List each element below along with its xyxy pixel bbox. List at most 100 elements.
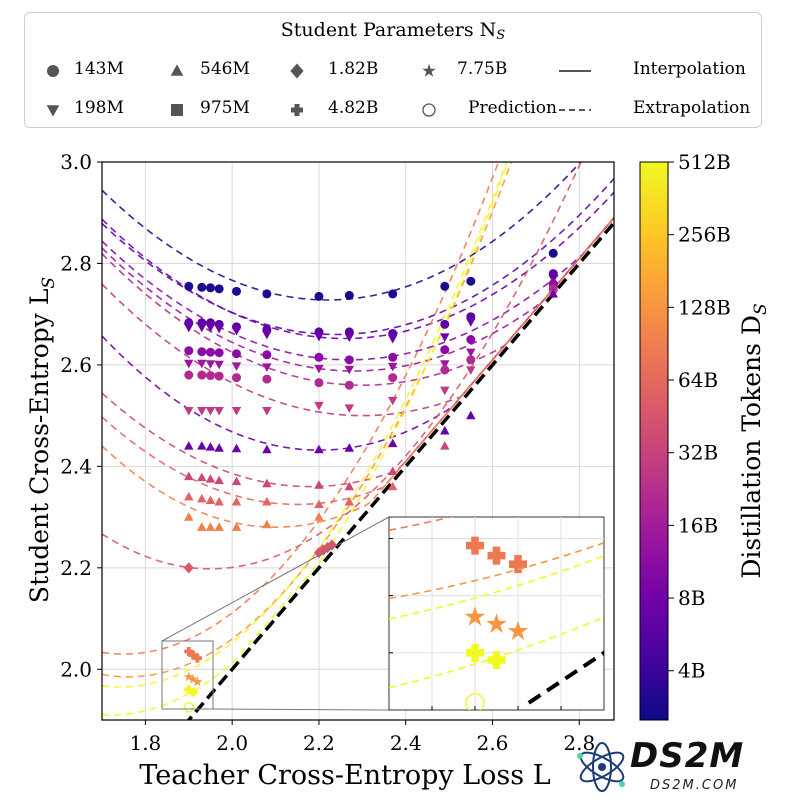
- data-point: [184, 512, 194, 521]
- data-point: [184, 359, 194, 369]
- data-point: [205, 371, 215, 381]
- data-point: [231, 326, 242, 336]
- data-point: [184, 406, 194, 416]
- data-point: [197, 472, 207, 482]
- fit-curve: [102, 162, 508, 688]
- data-point: [231, 406, 242, 416]
- x-tick-label: 2.0: [216, 731, 248, 755]
- data-point: [205, 474, 216, 483]
- data-point: [184, 281, 194, 291]
- legend-label: Extrapolation: [633, 98, 751, 118]
- data-point: [440, 441, 450, 450]
- data-point: [344, 496, 355, 506]
- data-point: [387, 362, 398, 372]
- data-point: [188, 650, 198, 660]
- triangle-up-marker: [170, 64, 184, 76]
- x-axis-label: Teacher Cross-Entropy Loss L: [139, 760, 550, 791]
- y-tick-label: 2.2: [60, 556, 92, 580]
- data-point: [440, 345, 450, 355]
- legend-marker-dashed-line: [559, 109, 591, 111]
- data-point: [344, 481, 355, 491]
- data-point: [205, 347, 215, 357]
- data-point: [466, 335, 476, 345]
- colorbar-tick-label: 128B: [678, 295, 731, 319]
- data-point: [344, 380, 354, 390]
- data-point: [197, 282, 207, 292]
- open-circle-marker: [422, 103, 436, 117]
- data-point: [197, 493, 207, 503]
- inset-data-point: [465, 693, 485, 710]
- zoom-connector: [161, 516, 390, 642]
- legend-label: 1.82B: [328, 59, 379, 79]
- inset-data-point: [464, 606, 486, 626]
- x-tick-label: 1.8: [129, 731, 161, 755]
- identity-dashed-line: [186, 220, 614, 720]
- data-point: [388, 352, 398, 362]
- inset-fit-curve: [389, 554, 604, 620]
- x-tick-label: 2.6: [477, 731, 509, 755]
- data-point: [440, 319, 450, 329]
- data-point: [344, 443, 355, 452]
- fit-curve: [102, 217, 614, 361]
- atom-icon: [577, 742, 625, 792]
- data-point: [262, 444, 272, 454]
- plot-frame: [101, 161, 615, 721]
- inset-fit-curve: [389, 541, 604, 600]
- data-point: [184, 370, 194, 380]
- data-point: [262, 406, 272, 416]
- data-point: [388, 373, 398, 383]
- data-point: [205, 495, 216, 504]
- logo-subtext: DS2M.COM: [650, 778, 739, 793]
- legend-marker-triangle-up: [170, 64, 184, 76]
- data-point: [440, 281, 450, 291]
- colorbar-tick-label: 512B: [678, 150, 731, 174]
- data-point: [344, 355, 354, 365]
- y-tick-label: 2.0: [60, 657, 92, 681]
- data-point: [262, 519, 272, 529]
- colorbar-tick-label: 64B: [678, 368, 718, 392]
- y-tick-label: 2.6: [60, 353, 92, 377]
- watermark-logo: DS2M DS2M.COM: [572, 734, 782, 800]
- y-tick-label: 2.4: [60, 454, 92, 478]
- y-axis-label: Student Cross-Entropy LS: [25, 277, 59, 603]
- legend-label: 143M: [74, 59, 124, 79]
- inset-data-point: [508, 555, 527, 574]
- data-point: [197, 370, 207, 380]
- data-point: [214, 324, 224, 334]
- data-point: [214, 348, 224, 358]
- data-point: [262, 289, 272, 299]
- data-point: [214, 360, 224, 370]
- data-point: [197, 323, 207, 333]
- data-point: [262, 478, 272, 488]
- data-point: [344, 333, 355, 342]
- data-point: [183, 562, 194, 574]
- colorbar: [639, 161, 669, 721]
- square-marker: [171, 104, 183, 116]
- data-point: [192, 676, 203, 687]
- fit-curve: [102, 162, 509, 716]
- legend-marker-circle: [47, 65, 59, 77]
- data-point: [314, 364, 324, 374]
- fit-curve: [102, 217, 614, 528]
- zoom-box: [161, 640, 214, 710]
- x-tick-label: 2.2: [303, 731, 335, 755]
- data-point: [314, 291, 324, 301]
- legend-marker-triangle-down: [46, 105, 60, 117]
- data-point: [214, 371, 224, 381]
- data-point: [262, 330, 272, 340]
- data-point: [466, 366, 476, 375]
- data-point: [262, 350, 272, 360]
- data-point: [314, 499, 324, 509]
- data-point: [184, 323, 194, 333]
- data-point: [184, 441, 194, 450]
- legend-marker-plus: [291, 104, 303, 116]
- data-point: [197, 522, 207, 531]
- data-point: [548, 248, 558, 258]
- inset-data-point: [486, 613, 507, 633]
- colorbar-tick-label: 256B: [678, 223, 731, 247]
- data-point: [344, 404, 355, 413]
- data-point: [387, 481, 398, 491]
- data-point: [314, 444, 324, 454]
- colorbar-tick-label: 32B: [678, 441, 718, 465]
- data-point: [205, 283, 215, 293]
